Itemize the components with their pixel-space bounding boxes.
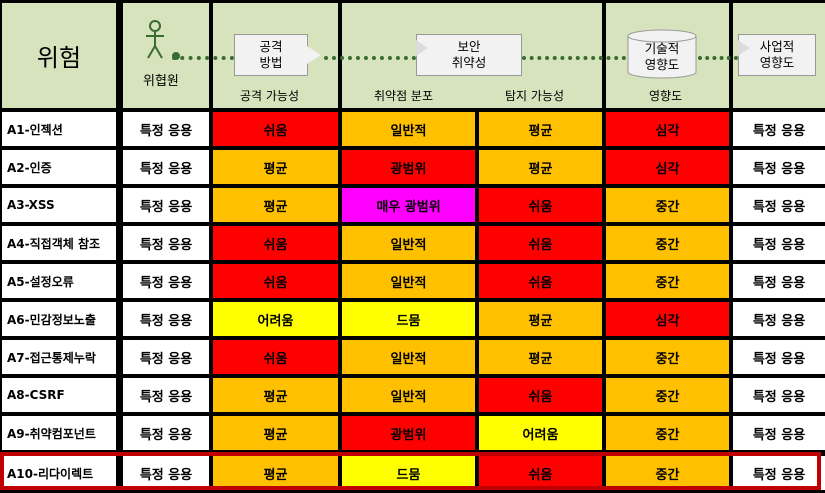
flow-start-dot	[172, 52, 180, 60]
attack-vector-box: 공격 방법	[234, 34, 308, 76]
row-1-prevalence-cell: 일반적	[342, 112, 475, 146]
row-5-risk-cell: A5-설정오류	[2, 264, 116, 298]
technical-impact-cylinder-icon	[627, 29, 697, 79]
row-5-prevalence-cell: 일반적	[342, 264, 475, 298]
row-3-business-cell: 특정 응용	[733, 188, 825, 222]
business-arrow-icon	[738, 40, 750, 56]
row-7-agent-cell: 특정 응용	[123, 340, 209, 374]
row-6-prevalence-cell: 드뭄	[342, 302, 475, 336]
row-7-risk-cell: A7-접근통제누락	[2, 340, 116, 374]
row-4-agent-cell: 특정 응용	[123, 226, 209, 260]
row-8-risk-cell: A8-CSRF	[2, 378, 116, 412]
col-detectability-label: 탐지 가능성	[505, 89, 565, 103]
row-3-prevalence-cell: 매우 광범위	[342, 188, 475, 222]
row-3-agent-cell: 특정 응용	[123, 188, 209, 222]
row-9-exploit-cell: 평균	[213, 416, 338, 450]
col-prevalence-label: 취약점 분포	[374, 89, 434, 103]
row-6-exploit-cell: 어려움	[213, 302, 338, 336]
row-4-impact-cell: 중간	[606, 226, 729, 260]
technical-impact-label: 기술적 영향도	[644, 41, 680, 72]
row-2-agent-cell: 특정 응용	[123, 150, 209, 184]
threat-agent-icon	[146, 20, 164, 59]
row-9-risk-cell: A9-취약컴포넌트	[2, 416, 116, 450]
risk-title: 위험	[36, 44, 82, 72]
row-4-prevalence-cell: 일반적	[342, 226, 475, 260]
row-2-detect-cell: 평균	[479, 150, 602, 184]
row-9-business-cell: 특정 응용	[733, 416, 825, 450]
row-9-agent-cell: 특정 응용	[123, 416, 209, 450]
row-1-exploit-cell: 쉬움	[213, 112, 338, 146]
row-6-detect-cell: 평균	[479, 302, 602, 336]
row-5-exploit-cell: 쉬움	[213, 264, 338, 298]
row-7-exploit-cell: 쉬움	[213, 340, 338, 374]
business-impact-box: 사업적 영향도	[738, 34, 816, 76]
row-10-prevalence-cell: 드뭄	[342, 456, 475, 490]
row-1-business-cell: 특정 응용	[733, 112, 825, 146]
row-9-prevalence-cell: 광범위	[342, 416, 475, 450]
row-2-exploit-cell: 평균	[213, 150, 338, 184]
row-8-business-cell: 특정 응용	[733, 378, 825, 412]
row-7-business-cell: 특정 응용	[733, 340, 825, 374]
row-8-impact-cell: 중간	[606, 378, 729, 412]
row-8-exploit-cell: 평균	[213, 378, 338, 412]
row-3-impact-cell: 중간	[606, 188, 729, 222]
row-10-exploit-cell: 평균	[213, 456, 338, 490]
row-9-impact-cell: 중간	[606, 416, 729, 450]
row-3-detect-cell: 쉬움	[479, 188, 602, 222]
flow-line-3	[522, 56, 626, 60]
row-6-business-cell: 특정 응용	[733, 302, 825, 336]
row-2-business-cell: 특정 응용	[733, 150, 825, 184]
security-weakness-box: 보안 취약성	[416, 34, 522, 76]
row-10-risk-cell: A10-리다이렉트	[2, 456, 116, 490]
row-6-risk-cell: A6-민감정보노출	[2, 302, 116, 336]
row-1-risk-cell: A1-인젝션	[2, 112, 116, 146]
row-4-risk-cell: A4-직접객체 참조	[2, 226, 116, 260]
row-5-impact-cell: 중간	[606, 264, 729, 298]
row-5-business-cell: 특정 응용	[733, 264, 825, 298]
row-10-agent-cell: 특정 응용	[123, 456, 209, 490]
row-1-impact-cell: 심각	[606, 112, 729, 146]
col-exploitability-label: 공격 가능성	[240, 89, 300, 103]
row-8-prevalence-cell: 일반적	[342, 378, 475, 412]
row-4-exploit-cell: 쉬움	[213, 226, 338, 260]
row-10-detect-cell: 쉬움	[479, 456, 602, 490]
row-2-prevalence-cell: 광범위	[342, 150, 475, 184]
row-4-detect-cell: 쉬움	[479, 226, 602, 260]
row-7-impact-cell: 중간	[606, 340, 729, 374]
threat-agent-label: 위협원	[143, 74, 179, 89]
row-8-agent-cell: 특정 응용	[123, 378, 209, 412]
row-1-detect-cell: 평균	[479, 112, 602, 146]
row-10-impact-cell: 중간	[606, 456, 729, 490]
row-8-detect-cell: 쉬움	[479, 378, 602, 412]
row-5-detect-cell: 쉬움	[479, 264, 602, 298]
row-1-agent-cell: 특정 응용	[123, 112, 209, 146]
flow-line-1	[172, 56, 234, 60]
row-10-business-cell: 특정 응용	[733, 456, 825, 490]
row-6-impact-cell: 심각	[606, 302, 729, 336]
row-3-exploit-cell: 평균	[213, 188, 338, 222]
weakness-arrow-icon	[416, 40, 428, 56]
row-4-business-cell: 특정 응용	[733, 226, 825, 260]
row-2-risk-cell: A2-인증	[2, 150, 116, 184]
row-3-risk-cell: A3-XSS	[2, 188, 116, 222]
row-6-agent-cell: 특정 응용	[123, 302, 209, 336]
row-7-prevalence-cell: 일반적	[342, 340, 475, 374]
attack-vector-arrow-icon	[307, 46, 321, 64]
row-7-detect-cell: 평균	[479, 340, 602, 374]
row-9-detect-cell: 어려움	[479, 416, 602, 450]
header-risk-cell: 위험	[2, 3, 116, 108]
row-2-impact-cell: 심각	[606, 150, 729, 184]
row-5-agent-cell: 특정 응용	[123, 264, 209, 298]
flow-line-4	[698, 56, 738, 60]
flow-line-2	[324, 56, 416, 60]
header-agent-cell	[123, 3, 209, 108]
col-impact-label: 영향도	[649, 89, 683, 103]
